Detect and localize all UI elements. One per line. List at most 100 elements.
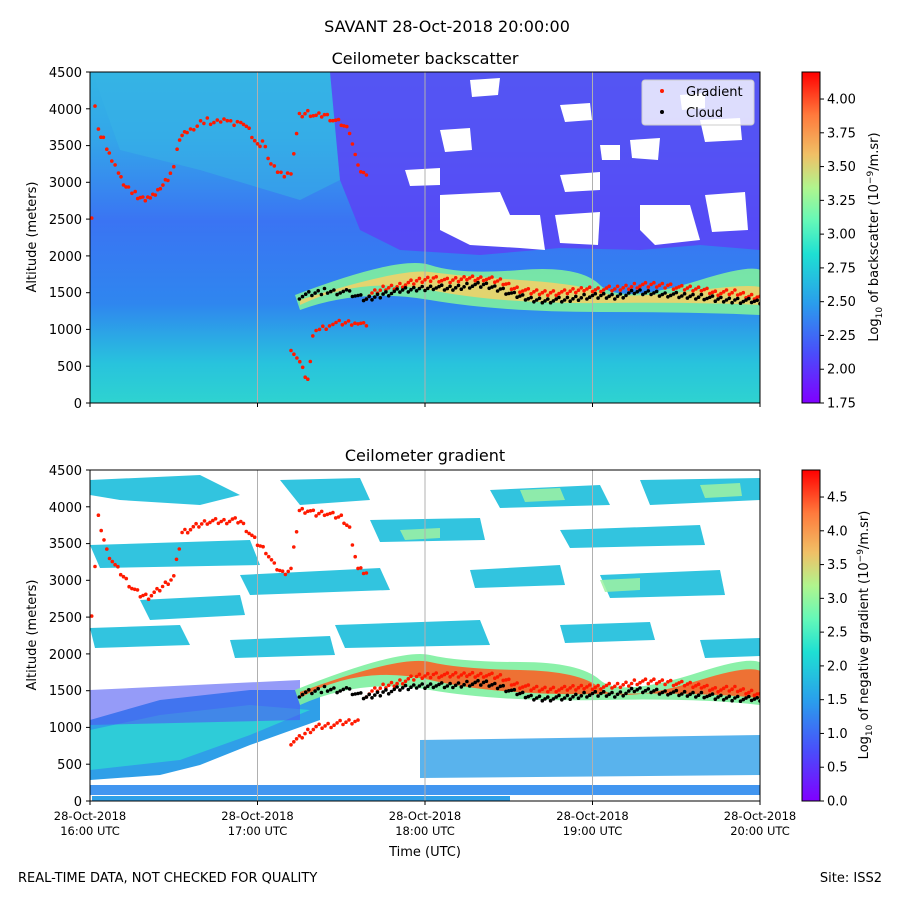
cloud-marker bbox=[680, 692, 684, 696]
gradient-marker bbox=[501, 678, 506, 683]
gradient-marker bbox=[110, 159, 114, 163]
cloud-marker bbox=[699, 292, 704, 297]
gradient-marker bbox=[635, 286, 639, 290]
cloud-marker bbox=[638, 288, 642, 292]
gradient-marker bbox=[311, 114, 316, 118]
gradient-marker bbox=[682, 683, 687, 688]
gradient-marker bbox=[719, 291, 723, 296]
gradient-marker bbox=[719, 688, 723, 692]
cloud-marker bbox=[504, 689, 508, 694]
gradient-marker bbox=[153, 193, 158, 197]
gradient-marker bbox=[356, 718, 360, 722]
cloud-marker bbox=[518, 294, 522, 298]
gradient-marker bbox=[331, 510, 335, 515]
gradient-marker bbox=[334, 320, 338, 325]
gradient-marker bbox=[534, 684, 539, 689]
gradient-marker bbox=[716, 690, 720, 694]
gradient-marker bbox=[479, 275, 483, 279]
gradient-marker bbox=[212, 120, 216, 125]
gradient-marker bbox=[629, 285, 634, 289]
gradient-marker bbox=[465, 674, 469, 678]
cloud-marker bbox=[632, 291, 637, 296]
gradient-marker bbox=[381, 682, 385, 687]
colorbar-tick: 3.25 bbox=[827, 194, 856, 209]
gradient-marker bbox=[306, 377, 310, 382]
gradient-marker bbox=[339, 123, 344, 128]
gradient-marker bbox=[604, 683, 609, 688]
gradient-marker bbox=[730, 687, 734, 691]
gradient-marker bbox=[459, 277, 464, 282]
cloud-marker bbox=[571, 297, 575, 301]
gradient-marker bbox=[699, 686, 704, 690]
gradient-marker bbox=[691, 289, 695, 293]
gradient-marker bbox=[576, 685, 581, 690]
gradient-marker bbox=[343, 321, 348, 325]
gradient-marker bbox=[574, 290, 578, 295]
gradient-marker bbox=[607, 284, 611, 289]
cloud-marker bbox=[652, 689, 656, 693]
gradient-marker bbox=[327, 324, 332, 328]
gradient-marker bbox=[90, 216, 94, 220]
gradient-marker bbox=[652, 677, 656, 681]
gradient-marker bbox=[615, 681, 620, 686]
gradient-marker bbox=[484, 674, 489, 678]
cloud-marker bbox=[350, 692, 355, 697]
gradient-marker bbox=[481, 278, 486, 283]
xtick-label: 28-Oct-2018 19:00 UTC bbox=[556, 809, 628, 838]
gradient-marker bbox=[724, 684, 729, 689]
gradient-marker bbox=[333, 118, 338, 122]
gradient-marker bbox=[378, 288, 383, 293]
gradient-marker bbox=[596, 683, 600, 688]
gradient-marker bbox=[225, 521, 229, 526]
gradient-marker bbox=[314, 724, 318, 729]
cloud-marker bbox=[680, 294, 684, 298]
gradient-colorbar: 0.0 0.5 1.0 1.5 2.0 2.5 3.0 3.5 4.0 4.5 Log10 of … bbox=[801, 469, 875, 810]
gradient-marker bbox=[126, 185, 131, 189]
gradient-marker bbox=[565, 688, 570, 692]
gradient-marker bbox=[685, 286, 690, 290]
gradient-marker bbox=[557, 688, 561, 692]
gradient-marker bbox=[473, 675, 478, 679]
cloud-marker bbox=[543, 697, 547, 701]
gradient-marker bbox=[576, 288, 581, 293]
gradient-marker bbox=[361, 571, 366, 576]
gradient-marker bbox=[412, 678, 416, 682]
figure-title: SAVANT 28-Oct-2018 20:00:00 bbox=[324, 17, 570, 36]
gradient-marker bbox=[370, 291, 374, 295]
gradient-ytick: 4500 bbox=[49, 464, 82, 479]
cloud-marker bbox=[523, 695, 528, 700]
gradient-marker bbox=[677, 681, 681, 685]
cloud-marker bbox=[540, 300, 545, 305]
gradient-marker bbox=[654, 285, 659, 289]
gradient-marker bbox=[152, 590, 156, 594]
gradient-marker bbox=[326, 721, 330, 726]
cloud-marker bbox=[412, 683, 416, 687]
cloud-marker bbox=[406, 687, 411, 692]
gradient-marker bbox=[306, 509, 310, 514]
gradient-marker bbox=[208, 520, 212, 525]
gradient-marker bbox=[465, 277, 469, 282]
gradient-marker bbox=[705, 286, 709, 291]
cloud-marker bbox=[632, 689, 637, 694]
cloud-marker bbox=[599, 691, 603, 696]
gradient-marker bbox=[303, 375, 308, 380]
backscatter-ytick: 1500 bbox=[49, 286, 82, 301]
gradient-marker bbox=[470, 670, 475, 675]
cloud-marker bbox=[344, 288, 349, 292]
gradient-marker bbox=[359, 566, 363, 570]
gradient-marker bbox=[328, 511, 332, 516]
cloud-marker bbox=[445, 684, 450, 688]
cloud-marker bbox=[641, 690, 645, 695]
cloud-marker bbox=[462, 285, 466, 289]
gradient-marker bbox=[562, 684, 567, 689]
gradient-yaxis: 0 500 1000 1500 2000 2500 3000 3500 4000… bbox=[25, 464, 90, 810]
gradient-marker bbox=[127, 584, 131, 589]
gradient-marker bbox=[621, 286, 625, 290]
gradient-marker bbox=[548, 290, 553, 295]
gradient-marker bbox=[409, 674, 413, 678]
gradient-marker bbox=[169, 578, 173, 582]
gradient-marker bbox=[255, 543, 260, 548]
gradient-marker bbox=[579, 286, 584, 290]
cloud-marker bbox=[389, 291, 394, 296]
gradient-marker bbox=[532, 290, 536, 294]
